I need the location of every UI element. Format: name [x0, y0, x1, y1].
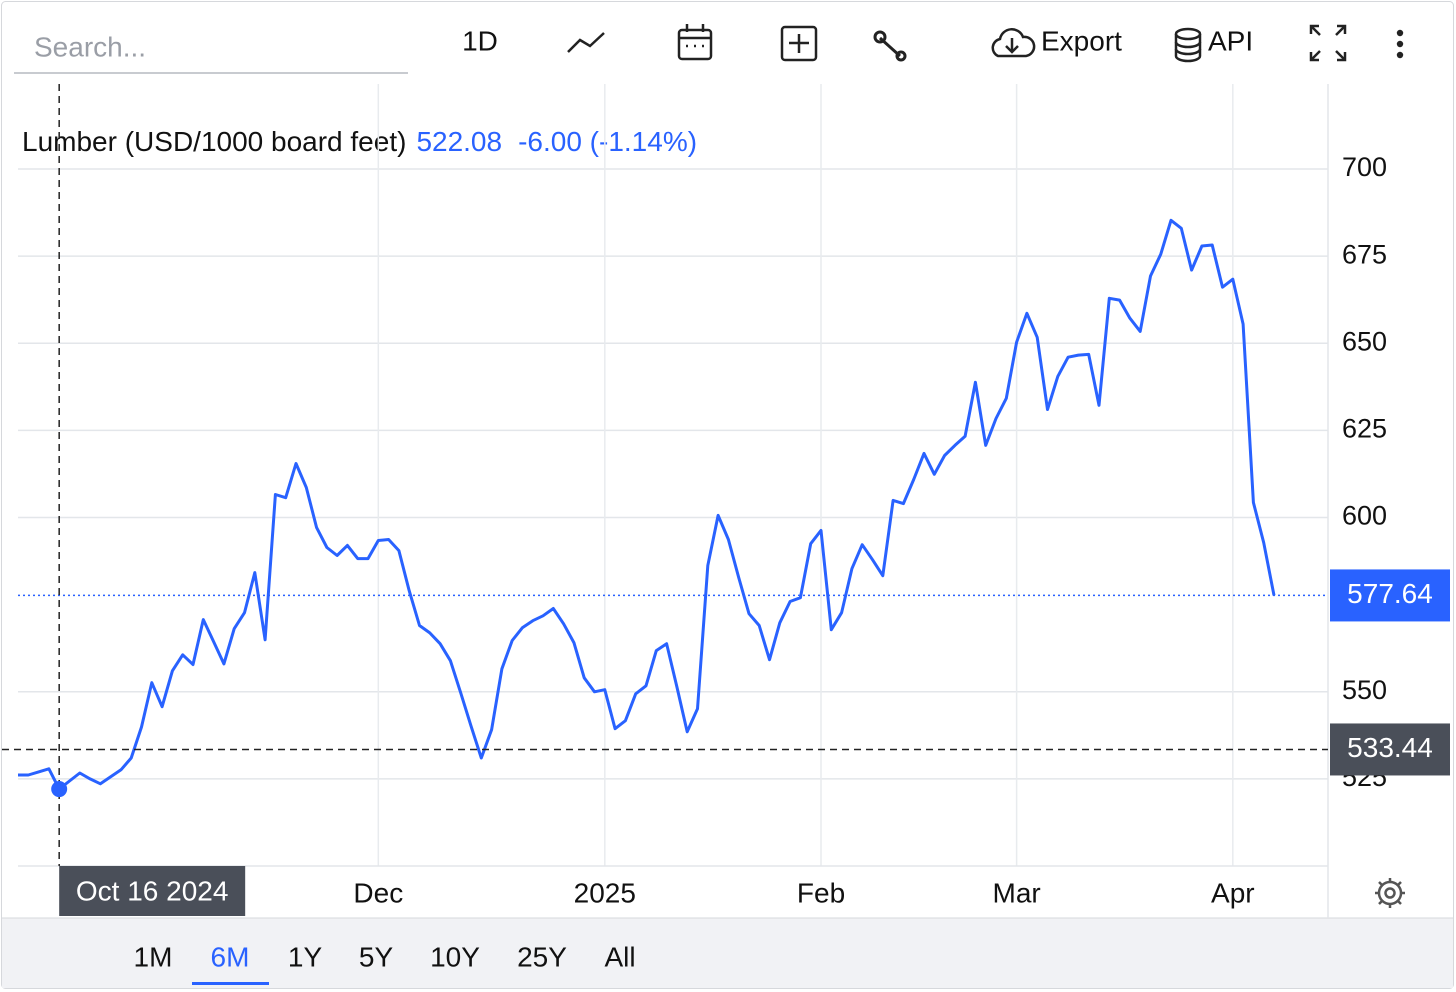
price-line	[18, 218, 1276, 791]
range-button[interactable]: 5Y	[359, 941, 394, 972]
range-button[interactable]: 1Y	[288, 941, 323, 972]
range-button[interactable]: 10Y	[430, 941, 480, 972]
last-value-label: 577.64	[1347, 578, 1433, 609]
range-button[interactable]: All	[604, 941, 635, 972]
interval-button[interactable]: 1D	[462, 25, 498, 56]
x-tick-label: Apr	[1211, 877, 1255, 908]
chart-title: Lumber (USD/1000 board feet)	[22, 126, 406, 157]
y-tick-label: 650	[1342, 326, 1387, 356]
range-bar	[2, 918, 1453, 988]
x-tick-label: Feb	[797, 877, 845, 908]
chart-header: Lumber (USD/1000 board feet) 522.08 -6.00 …	[22, 126, 697, 157]
last-value-box	[1330, 569, 1450, 622]
range-button[interactable]: 6M	[211, 941, 250, 972]
range-button[interactable]: 25Y	[517, 941, 567, 972]
export-button[interactable]: Export	[1041, 25, 1122, 56]
calendar-icon[interactable]	[677, 24, 713, 61]
y-tick-label: 675	[1342, 239, 1387, 269]
chart-type-icon[interactable]	[567, 32, 605, 53]
change: -6.00 (-1.14%)	[518, 126, 697, 157]
crosshair-x-box	[59, 866, 246, 916]
fullscreen-icon[interactable]	[1309, 24, 1347, 62]
x-tick-label: 2025	[574, 877, 636, 908]
range-button[interactable]: 1M	[134, 941, 173, 972]
crosshair-y-box	[1330, 723, 1450, 776]
y-tick-label: 550	[1342, 675, 1387, 705]
y-tick-label: 700	[1342, 152, 1387, 182]
x-tick-label: Mar	[993, 877, 1041, 908]
x-tick-label: Dec	[353, 877, 403, 908]
tools-icon[interactable]	[873, 30, 907, 62]
active-range-underline	[192, 982, 269, 985]
menu-icon[interactable]	[1396, 29, 1404, 59]
hover-marker	[51, 781, 68, 798]
settings-icon[interactable]	[1375, 878, 1405, 908]
hover-value: 522.08	[416, 126, 502, 157]
search-input[interactable]: Search...	[34, 31, 146, 62]
crosshair-x-label: Oct 16 2024	[76, 875, 229, 906]
api-button[interactable]: API	[1208, 25, 1253, 56]
export-icon[interactable]	[991, 28, 1036, 58]
y-tick-label: 625	[1342, 414, 1387, 444]
crosshair-y-label: 533.44	[1347, 732, 1433, 763]
api-icon[interactable]	[1174, 27, 1202, 63]
y-tick-label: 600	[1342, 501, 1387, 531]
add-icon[interactable]	[780, 25, 818, 62]
